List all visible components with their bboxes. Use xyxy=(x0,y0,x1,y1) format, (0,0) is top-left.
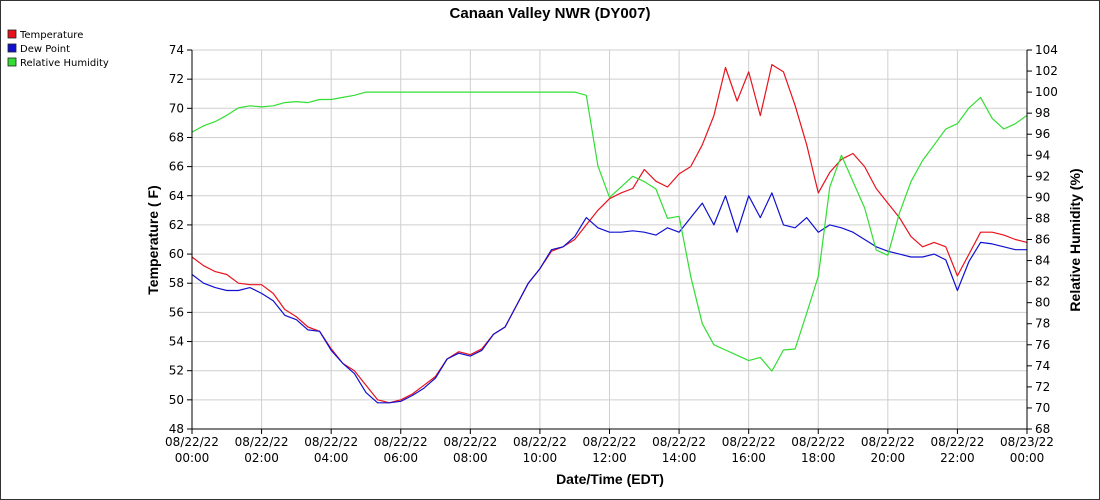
y2-tick-label: 70 xyxy=(1035,401,1050,415)
x-tick-label-date: 08/22/22 xyxy=(165,435,219,449)
x-tick-label-time: 10:00 xyxy=(523,451,558,465)
x-tick-label-time: 22:00 xyxy=(940,451,975,465)
y2-tick-label: 88 xyxy=(1035,211,1050,225)
y-axis-right: 68 70 72 74 76 78 80 82 84 86 88 90 92 94 96 98 100 102 10… xyxy=(1026,43,1058,436)
legend-swatch-relative-humidity xyxy=(7,57,17,67)
x-tick-label-date: 08/22/22 xyxy=(722,435,776,449)
series-line-dew-point xyxy=(191,192,1027,404)
y-tick-label: 70 xyxy=(169,101,184,115)
y2-tick-label: 74 xyxy=(1035,359,1050,373)
series-line-relative-humidity xyxy=(191,91,1028,372)
y2-tick-label: 104 xyxy=(1035,43,1058,57)
x-tick-label-time: 00:00 xyxy=(175,451,210,465)
x-tick-label-time: 08:00 xyxy=(453,451,488,465)
y-tick-label: 56 xyxy=(169,305,184,319)
y2-tick-label: 98 xyxy=(1035,106,1050,120)
y-tick-label: 48 xyxy=(169,422,184,436)
y2-tick-label: 84 xyxy=(1035,254,1050,268)
chart-title: Canaan Valley NWR (DY007) xyxy=(450,5,651,22)
x-tick-label-time: 16:00 xyxy=(731,451,766,465)
plot-grid xyxy=(191,49,1028,430)
series-line-temperature xyxy=(191,63,1028,404)
legend-label-relative-humidity: Relative Humidity xyxy=(20,58,109,69)
y-tick-label: 72 xyxy=(169,72,184,86)
x-tick-label-date: 08/22/22 xyxy=(235,435,289,449)
y2-tick-label: 92 xyxy=(1035,169,1050,183)
x-tick-label-time: 14:00 xyxy=(662,451,697,465)
x-axis-title: Date/Time (EDT) xyxy=(556,471,664,487)
x-tick-label-date: 08/22/22 xyxy=(861,435,915,449)
x-tick-label-time: 00:00 xyxy=(1010,451,1045,465)
x-tick-label-date: 08/22/22 xyxy=(443,435,497,449)
y2-tick-label: 96 xyxy=(1035,127,1050,141)
x-tick-label-date: 08/22/22 xyxy=(791,435,845,449)
y-tick-label: 68 xyxy=(169,130,184,144)
y2-tick-label: 94 xyxy=(1035,148,1050,162)
x-tick-label-date: 08/22/22 xyxy=(930,435,984,449)
y2-tick-label: 82 xyxy=(1035,275,1050,289)
x-tick-label-time: 12:00 xyxy=(592,451,627,465)
y-tick-label: 74 xyxy=(169,43,184,57)
x-axis: 08/22/22 00:00 08/22/22 02:00 08/22/22 04:00 0… xyxy=(165,428,1054,465)
y-tick-label: 52 xyxy=(169,364,184,378)
x-tick-label-time: 06:00 xyxy=(383,451,418,465)
plot-series xyxy=(191,63,1028,404)
y2-tick-label: 78 xyxy=(1035,317,1050,331)
y-tick-label: 50 xyxy=(169,393,184,407)
x-tick-label-time: 20:00 xyxy=(871,451,906,465)
y-axis-title-left: Temperature ( F) xyxy=(145,185,161,294)
y2-tick-label: 76 xyxy=(1035,338,1050,352)
legend-label-dew-point: Dew Point xyxy=(20,44,70,55)
y2-tick-label: 100 xyxy=(1035,85,1058,99)
x-tick-label-date: 08/22/22 xyxy=(513,435,567,449)
x-tick-label-date: 08/22/22 xyxy=(304,435,358,449)
y2-tick-label: 86 xyxy=(1035,233,1050,247)
y-tick-label: 54 xyxy=(169,335,184,349)
legend-label-temperature: Temperature xyxy=(19,30,83,41)
x-tick-label-date: 08/22/22 xyxy=(374,435,428,449)
legend: Temperature Dew Point Relative Humidity xyxy=(7,29,109,69)
x-tick-label-time: 04:00 xyxy=(314,451,349,465)
y2-tick-label: 72 xyxy=(1035,380,1050,394)
y2-tick-label: 102 xyxy=(1035,64,1058,78)
y2-tick-label: 80 xyxy=(1035,296,1050,310)
y-tick-label: 62 xyxy=(169,218,184,232)
y-tick-label: 64 xyxy=(169,189,184,203)
x-tick-label-time: 18:00 xyxy=(801,451,836,465)
y2-tick-label: 68 xyxy=(1035,422,1050,436)
x-tick-label-date: 08/22/22 xyxy=(652,435,706,449)
y2-tick-label: 90 xyxy=(1035,190,1050,204)
x-tick-label-date: 08/22/22 xyxy=(583,435,637,449)
y-axis-left: 48 50 52 54 56 58 60 62 64 66 68 70 72 74 xyxy=(169,43,193,436)
y-tick-label: 58 xyxy=(169,276,184,290)
x-tick-label-time: 02:00 xyxy=(244,451,279,465)
x-tick-label-date: 08/23/22 xyxy=(1000,435,1054,449)
legend-swatch-temperature xyxy=(7,29,17,39)
legend-swatch-dew-point xyxy=(7,43,17,53)
y-axis-title-right: Relative Humidity (%) xyxy=(1067,168,1083,311)
y-tick-label: 60 xyxy=(169,247,184,261)
y-tick-label: 66 xyxy=(169,160,184,174)
